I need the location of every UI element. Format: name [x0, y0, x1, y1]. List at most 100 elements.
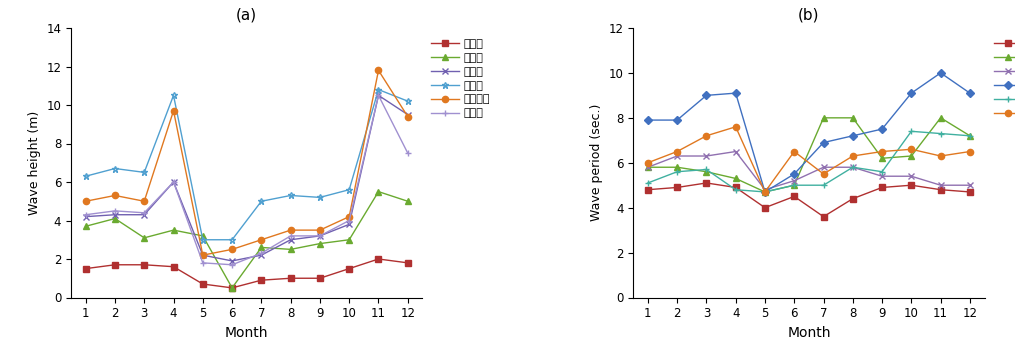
가대암 [343, 222, 355, 226]
갈매여 [284, 234, 296, 238]
서수도 [876, 186, 888, 190]
Line: 덕적도: 덕적도 [82, 189, 411, 291]
외연도 [314, 195, 326, 199]
가대암 [641, 165, 654, 169]
X-axis label: Month: Month [787, 326, 830, 340]
갈매여 [343, 218, 355, 223]
가대암 [226, 259, 239, 263]
서수도 [343, 267, 355, 271]
갈매여 [964, 149, 976, 154]
상이등파 [876, 170, 888, 174]
덕적도 [788, 183, 800, 187]
갈매여 [373, 93, 385, 97]
상이등파 [641, 181, 654, 185]
덕적도 [641, 165, 654, 169]
서수도 [284, 276, 296, 280]
가대암 [671, 154, 683, 158]
상이등파 [788, 183, 800, 187]
외연도 [167, 93, 180, 97]
갈매여 [847, 154, 859, 158]
갈매여 [255, 251, 267, 256]
상이등파 [314, 228, 326, 232]
가대암 [730, 149, 742, 154]
상이등파 [759, 190, 771, 194]
가대암 [788, 178, 800, 183]
서수도 [402, 261, 414, 265]
외연도 [964, 91, 976, 95]
Line: 갈매여: 갈매여 [82, 92, 411, 268]
상이등파 [373, 68, 385, 72]
서수도 [109, 262, 121, 267]
외연도 [817, 140, 829, 145]
상이등파 [197, 253, 209, 257]
서수도 [817, 215, 829, 219]
가대암 [138, 212, 150, 217]
외연도 [255, 199, 267, 203]
가대암 [876, 174, 888, 179]
덕적도 [876, 156, 888, 160]
상이등파 [255, 238, 267, 242]
서수도 [935, 188, 947, 192]
가대암 [935, 183, 947, 187]
외연도 [79, 174, 91, 179]
서수도 [226, 286, 239, 290]
가대암 [759, 188, 771, 192]
가대암 [167, 180, 180, 184]
Title: (b): (b) [798, 8, 820, 23]
가대암 [402, 113, 414, 117]
가대암 [905, 174, 918, 179]
상이등파 [109, 193, 121, 197]
외연도 [109, 167, 121, 171]
서수도 [197, 282, 209, 286]
외연도 [402, 99, 414, 103]
덕적도 [109, 216, 121, 221]
서수도 [964, 190, 976, 194]
갈매여 [876, 149, 888, 154]
덕적도 [730, 176, 742, 181]
덕적도 [373, 190, 385, 194]
Legend: 서수도, 덕적도, 가대암, 외연도, 상이등파, 갈매여: 서수도, 덕적도, 가대암, 외연도, 상이등파, 갈매여 [431, 39, 490, 118]
Line: 덕적도: 덕적도 [645, 115, 973, 195]
상이등파 [730, 188, 742, 192]
갈매여 [226, 262, 239, 267]
가대암 [373, 93, 385, 97]
Line: 서수도: 서수도 [645, 180, 973, 220]
상이등파 [671, 170, 683, 174]
Line: 가대암: 가대암 [82, 92, 411, 264]
Line: 외연도: 외연도 [645, 70, 973, 195]
Line: 외연도: 외연도 [82, 86, 411, 243]
서수도 [788, 194, 800, 198]
외연도 [788, 172, 800, 176]
Line: 갈매여: 갈매여 [645, 124, 973, 195]
Title: (a): (a) [236, 8, 257, 23]
가대암 [255, 253, 267, 257]
덕적도 [671, 165, 683, 169]
서수도 [167, 265, 180, 269]
서수도 [700, 181, 713, 185]
가대암 [109, 212, 121, 217]
상이등파 [343, 215, 355, 219]
덕적도 [343, 238, 355, 242]
덕적도 [79, 224, 91, 228]
서수도 [138, 262, 150, 267]
Y-axis label: Wave height (m): Wave height (m) [27, 111, 41, 215]
외연도 [935, 71, 947, 75]
덕적도 [138, 236, 150, 240]
상이등파 [167, 108, 180, 113]
상이등파 [138, 199, 150, 203]
서수도 [314, 276, 326, 280]
덕적도 [700, 170, 713, 174]
가대암 [964, 183, 976, 187]
갈매여 [759, 190, 771, 194]
가대암 [314, 234, 326, 238]
외연도 [876, 127, 888, 131]
서수도 [730, 186, 742, 190]
덕적도 [255, 245, 267, 250]
덕적도 [964, 134, 976, 138]
서수도 [255, 278, 267, 282]
서수도 [759, 205, 771, 210]
서수도 [79, 267, 91, 271]
갈매여 [700, 134, 713, 138]
덕적도 [935, 116, 947, 120]
갈매여 [817, 172, 829, 176]
